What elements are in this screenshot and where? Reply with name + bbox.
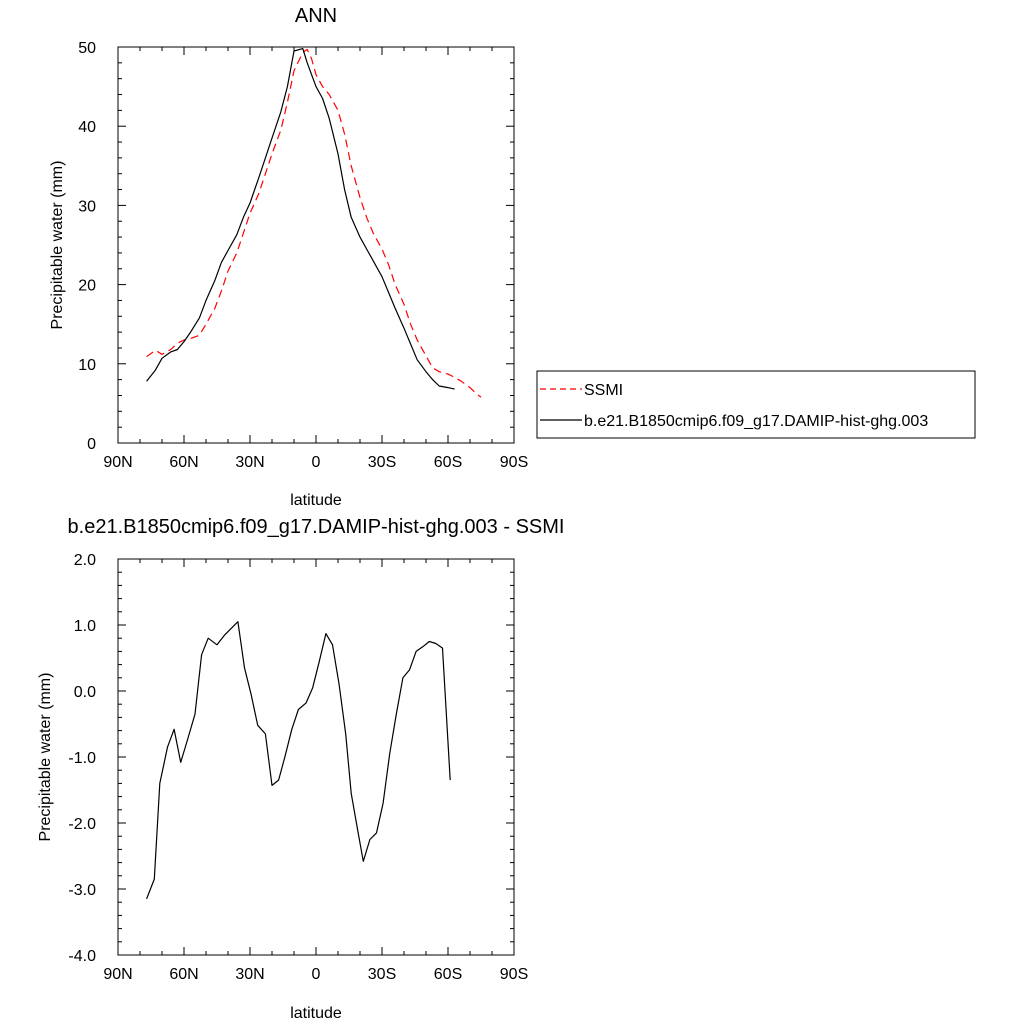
top-plot-frame (117, 46, 515, 444)
legend-box (536, 370, 976, 439)
bottom-series-line-0 (146, 621, 451, 900)
top-x-tick-label: 30N (235, 454, 264, 471)
bottom-y-tick-label: -3.0 (68, 882, 96, 899)
legend-label-ssmi: SSMI (584, 382, 623, 399)
top-x-tick-label: 60N (169, 454, 198, 471)
bottom-y-tick-label: 0.0 (74, 684, 96, 701)
top-y-tick-label: 20 (78, 278, 96, 295)
bottom-chart-series (146, 621, 451, 900)
bottom-x-tick-label: 60N (169, 966, 198, 983)
bottom-x-tick-label: 60S (434, 966, 462, 983)
top-x-tick-label: 90N (103, 454, 132, 471)
bottom-y-tick-label: -1.0 (68, 750, 96, 767)
bottom-chart-panel: b.e21.B1850cmip6.f09_g17.DAMIP-hist-ghg.… (37, 516, 564, 1022)
top-y-tick-label: 0 (87, 436, 96, 453)
top-y-tick-label: 50 (78, 40, 96, 57)
top-x-tick-label: 30S (368, 454, 396, 471)
top-chart-title: ANN (295, 5, 337, 27)
bottom-y-axis-label: Precipitable water (mm) (37, 673, 54, 842)
bottom-x-tick-label: 30N (235, 966, 264, 983)
top-x-tick-label: 0 (312, 454, 321, 471)
bottom-y-tick-label: 2.0 (74, 552, 96, 569)
top-chart-ticks: 90N 60N 30N 0 30S 60S 90S 0 10 20 30 40 50 (78, 40, 528, 471)
bottom-x-tick-label: 0 (312, 966, 321, 983)
top-x-axis-label: latitude (290, 492, 342, 509)
top-y-tick-label: 40 (78, 119, 96, 136)
top-chart-panel: ANN 90N 60N 30N 0 30S 60S 90S 0 10 20 30 40 50 latit… (49, 5, 528, 509)
legend: SSMI b.e21.B1850cmip6.f09_g17.DAMIP-hist… (536, 370, 976, 439)
top-y-tick-label: 30 (78, 198, 96, 215)
bottom-x-axis-label: latitude (290, 1005, 342, 1022)
top-x-tick-label: 90S (500, 454, 528, 471)
legend-label-model: b.e21.B1850cmip6.f09_g17.DAMIP-hist-ghg.… (584, 413, 928, 430)
bottom-y-tick-label: 1.0 (74, 618, 96, 635)
top-y-tick-label: 10 (78, 357, 96, 374)
bottom-chart-ticks: 90N 60N 30N 0 30S 60S 90S 2.0 1.0 0.0 -1.0 -2.0 -3.0… (68, 552, 528, 983)
bottom-plot-frame (117, 558, 515, 956)
bottom-y-tick-label: -2.0 (68, 816, 96, 833)
top-series-line-0 (146, 48, 482, 398)
bottom-chart-title: b.e21.B1850cmip6.f09_g17.DAMIP-hist-ghg.… (68, 516, 565, 538)
bottom-x-tick-label: 90N (103, 966, 132, 983)
top-series-line-1 (146, 47, 455, 390)
top-x-tick-label: 60S (434, 454, 462, 471)
bottom-y-tick-label: -4.0 (68, 948, 96, 965)
top-y-axis-label: Precipitable water (mm) (49, 161, 66, 330)
bottom-x-tick-label: 30S (368, 966, 396, 983)
top-chart-series (146, 47, 482, 398)
bottom-x-tick-label: 90S (500, 966, 528, 983)
